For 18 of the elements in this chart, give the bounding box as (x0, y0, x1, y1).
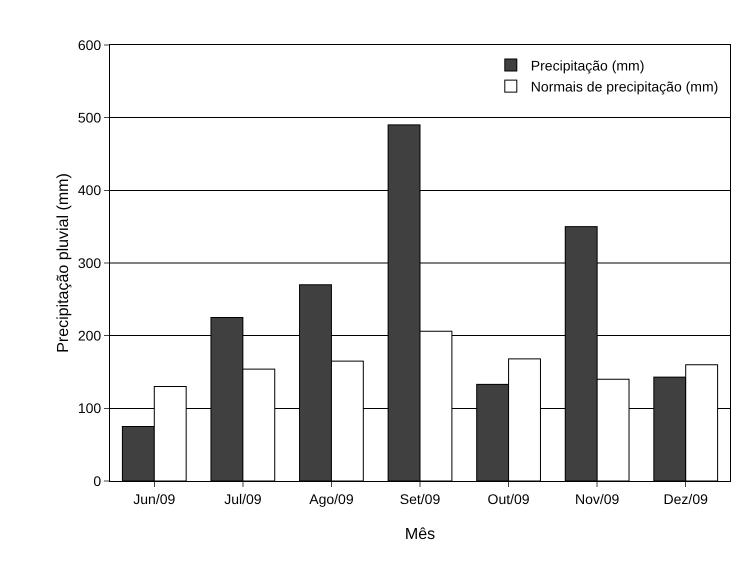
y-axis-title: Precipitação pluvial (mm) (55, 173, 72, 353)
y-tick-label: 400 (78, 182, 102, 198)
x-tick-label: Ago/09 (309, 490, 354, 507)
x-tick-label: Jun/09 (133, 490, 176, 507)
legend-label: Precipitação (mm) (530, 57, 644, 74)
y-tick-label: 0 (93, 472, 102, 489)
x-tick-label: Nov/09 (574, 490, 620, 507)
y-tick-label: 600 (78, 36, 102, 53)
y-tick-label: 100 (78, 400, 102, 416)
legend-label: Normais de precipitação (mm) (530, 78, 718, 95)
x-tick-label: Jul/09 (224, 490, 262, 507)
x-tick-label: Dez/09 (664, 490, 708, 507)
y-tick-label: 300 (78, 254, 102, 271)
x-tick-label: Out/09 (488, 490, 530, 507)
x-axis-title: Mês (404, 526, 436, 543)
y-tick-label: 200 (78, 328, 102, 344)
y-tick-label: 500 (78, 110, 102, 126)
x-tick-label: Set/09 (400, 490, 440, 507)
